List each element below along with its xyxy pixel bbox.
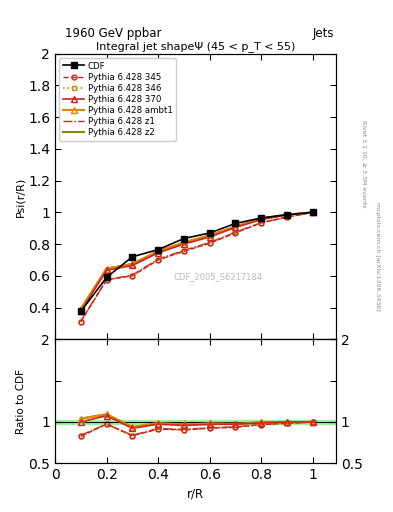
Text: Jets: Jets — [312, 27, 334, 40]
Text: Rivet 3.1.10, ≥ 3.3M events: Rivet 3.1.10, ≥ 3.3M events — [361, 120, 366, 208]
Y-axis label: Ratio to CDF: Ratio to CDF — [15, 369, 26, 434]
Text: mcplots.cern.ch [arXiv:1306.3436]: mcplots.cern.ch [arXiv:1306.3436] — [375, 202, 380, 310]
X-axis label: r/R: r/R — [187, 488, 204, 501]
Text: CDF_2005_S6217184: CDF_2005_S6217184 — [173, 272, 263, 281]
Y-axis label: Psi(r/R): Psi(r/R) — [15, 176, 25, 217]
Legend: CDF, Pythia 6.428 345, Pythia 6.428 346, Pythia 6.428 370, Pythia 6.428 ambt1, P: CDF, Pythia 6.428 345, Pythia 6.428 346,… — [59, 58, 176, 141]
Title: Integral jet shapeΨ (45 < p_T < 55): Integral jet shapeΨ (45 < p_T < 55) — [96, 41, 295, 53]
Text: 1960 GeV ppbar: 1960 GeV ppbar — [65, 27, 162, 40]
